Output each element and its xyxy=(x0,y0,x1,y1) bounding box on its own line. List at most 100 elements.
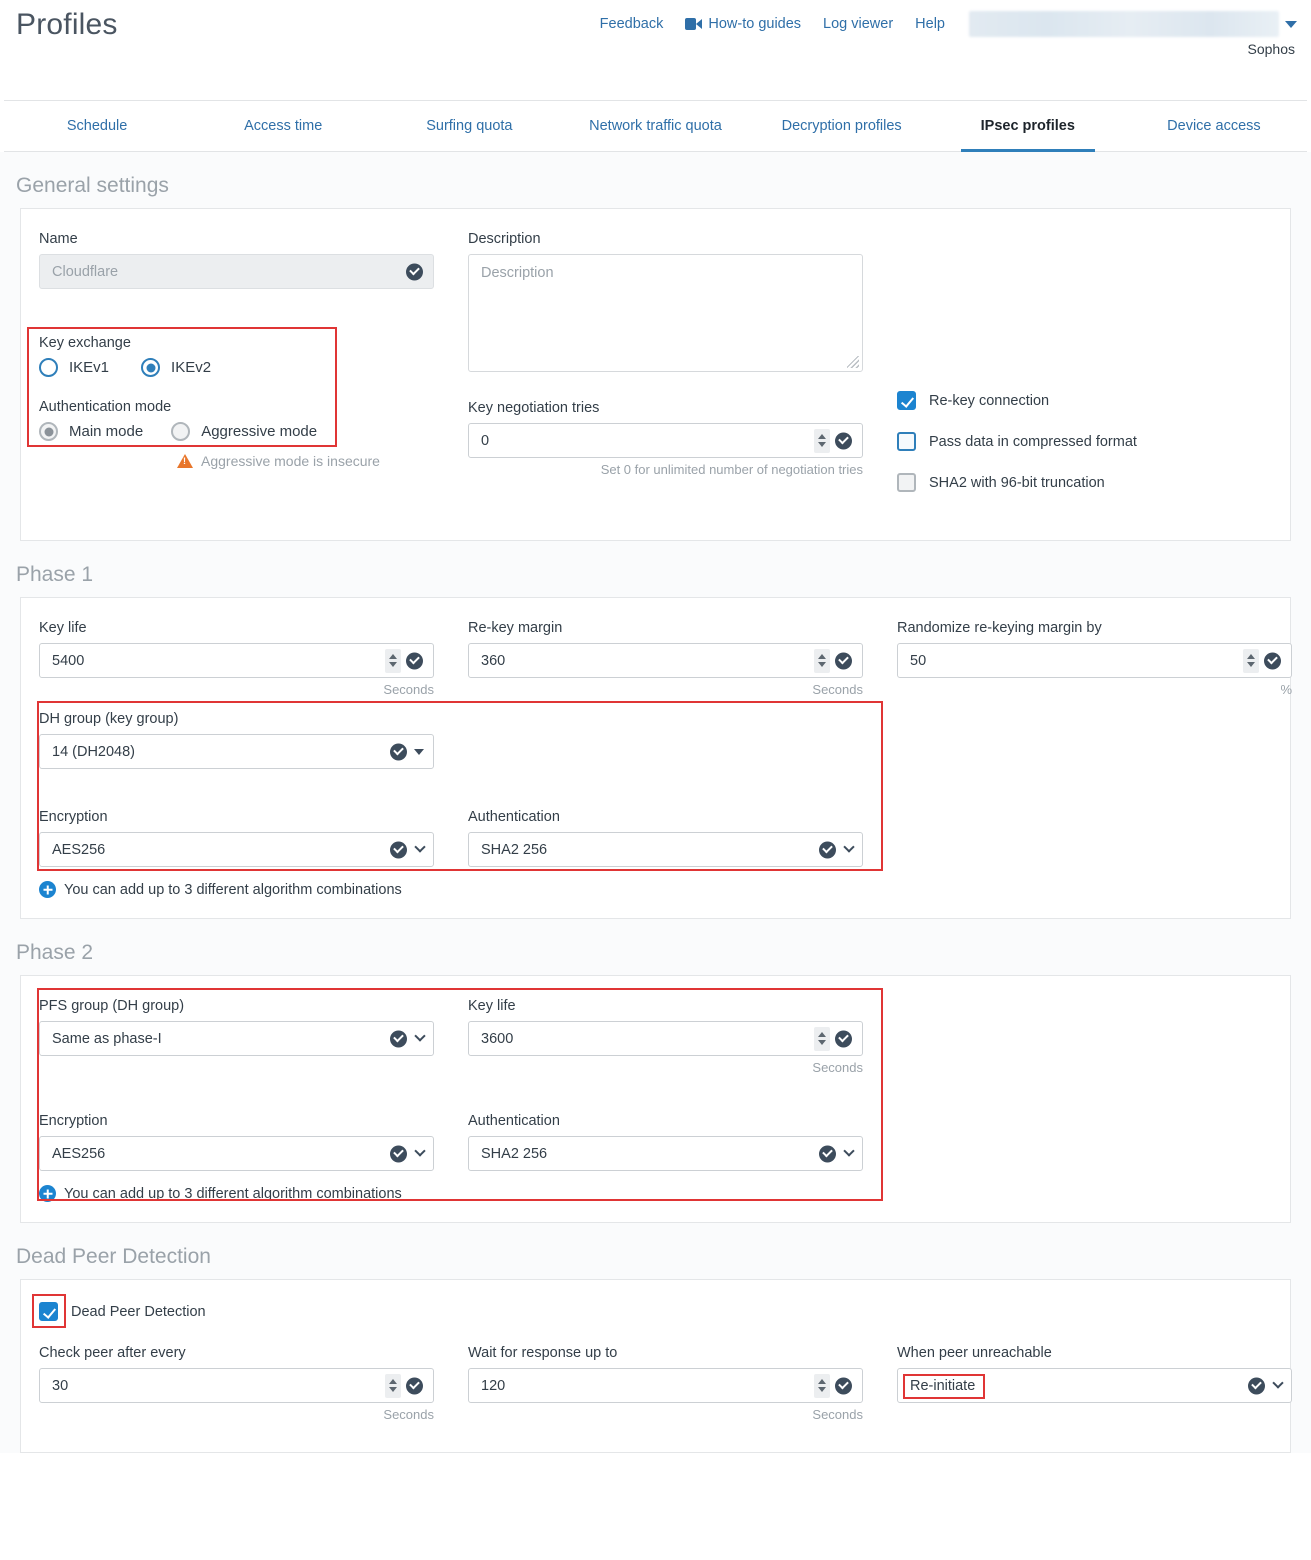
phase2-authentication-value: SHA2 256 xyxy=(481,1145,548,1162)
user-account-chip[interactable] xyxy=(969,11,1279,37)
plus-circle-icon xyxy=(39,881,56,898)
aggressive-mode-warning-text: Aggressive mode is insecure xyxy=(201,453,380,469)
key-negotiation-tries-input[interactable]: 0 xyxy=(468,423,863,458)
phase1-add-combination-text: You can add up to 3 different algorithm … xyxy=(64,881,402,898)
dpd-check-peer-input[interactable]: 30 xyxy=(39,1368,434,1403)
phase2-key-life-input[interactable]: 3600 xyxy=(468,1021,863,1056)
phase1-add-combination-link[interactable]: You can add up to 3 different algorithm … xyxy=(39,881,1272,898)
phase1-dh-group-label: DH group (key group) xyxy=(39,711,179,727)
description-label: Description xyxy=(468,231,541,247)
phase1-encryption-label: Encryption xyxy=(39,809,108,825)
chevron-down-icon[interactable] xyxy=(843,1144,855,1157)
checkbox-icon xyxy=(897,473,916,492)
phase2-add-combination-link[interactable]: You can add up to 3 different algorithm … xyxy=(39,1185,1272,1202)
number-stepper[interactable] xyxy=(814,1026,830,1051)
tab-ipsec-profiles[interactable]: IPsec profiles xyxy=(935,101,1121,152)
tab-device-access[interactable]: Device access xyxy=(1167,118,1261,134)
chevron-down-icon[interactable] xyxy=(414,1144,426,1157)
radio-ikev2[interactable]: IKEv2 xyxy=(141,358,211,377)
tab-network-traffic-quota[interactable]: Network traffic quota xyxy=(589,118,722,134)
warning-triangle-icon xyxy=(177,454,193,468)
help-link[interactable]: Help xyxy=(915,16,945,32)
number-stepper[interactable] xyxy=(814,428,830,453)
phase2-key-life-col: Key life 3600 Seconds xyxy=(468,998,897,1075)
phase2-authentication-select[interactable]: SHA2 256 xyxy=(468,1136,863,1171)
tab-decryption-profiles[interactable]: Decryption profiles xyxy=(781,118,902,134)
number-stepper[interactable] xyxy=(814,1373,830,1398)
general-col-1: Name Cloudflare Key exchange IKEv1 xyxy=(27,231,468,514)
phase2-encryption-col: Encryption AES256 xyxy=(39,1113,468,1171)
feedback-link[interactable]: Feedback xyxy=(599,16,664,32)
authentication-mode-label: Authentication mode xyxy=(39,399,172,415)
key-exchange-label: Key exchange xyxy=(39,335,131,351)
radio-aggressive-mode[interactable]: Aggressive mode xyxy=(171,422,317,441)
tab-access-time[interactable]: Access time xyxy=(244,118,323,134)
how-to-guides-link[interactable]: How-to guides xyxy=(685,16,801,32)
dpd-peer-unreachable-label: When peer unreachable xyxy=(897,1345,1052,1361)
dpd-peer-unreachable-select[interactable]: Re-initiate xyxy=(897,1368,1292,1403)
dpd-wait-response-input[interactable]: 120 xyxy=(468,1368,863,1403)
number-stepper[interactable] xyxy=(814,648,830,673)
phase1-randomize-value: 50 xyxy=(910,652,927,669)
key-negotiation-tries-label: Key negotiation tries xyxy=(468,400,600,416)
dead-peer-detection-section: Dead Peer Detection Dead Peer Detection … xyxy=(0,1223,1311,1453)
name-input[interactable]: Cloudflare xyxy=(39,254,434,289)
chevron-down-icon[interactable] xyxy=(414,1029,426,1042)
phase1-randomize-label: Randomize re-keying margin by xyxy=(897,620,1102,636)
dpd-check-peer-unit: Seconds xyxy=(383,1407,434,1422)
phase1-authentication-select[interactable]: SHA2 256 xyxy=(468,832,863,867)
general-settings-title: General settings xyxy=(0,152,1311,208)
check-valid-icon xyxy=(835,1030,852,1047)
phase1-dh-spacer-2 xyxy=(897,711,1311,769)
header-links: Feedback How-to guides Log viewer Help xyxy=(578,11,1297,37)
chevron-down-icon[interactable] xyxy=(1272,1376,1284,1389)
phase1-key-life-input[interactable]: 5400 xyxy=(39,643,434,678)
checkbox-icon xyxy=(39,1302,58,1321)
phase1-rekey-margin-col: Re-key margin 360 Seconds xyxy=(468,620,897,697)
radio-ikev1[interactable]: IKEv1 xyxy=(39,358,109,377)
tab-surfing-quota[interactable]: Surfing quota xyxy=(426,118,513,134)
checkbox-dead-peer-detection[interactable]: Dead Peer Detection xyxy=(32,1294,1272,1328)
chevron-down-icon[interactable] xyxy=(414,840,426,853)
log-viewer-link[interactable]: Log viewer xyxy=(823,16,894,32)
checkbox-rekey-connection[interactable]: Re-key connection xyxy=(897,391,1292,410)
tab-bar: Schedule Access time Surfing quota Netwo… xyxy=(4,100,1307,152)
number-stepper[interactable] xyxy=(385,1373,401,1398)
number-stepper[interactable] xyxy=(385,648,401,673)
aggressive-mode-warning: Aggressive mode is insecure xyxy=(39,453,434,469)
phase2-pfs-group-select[interactable]: Same as phase-I xyxy=(39,1021,434,1056)
dpd-peer-unreachable-col: When peer unreachable Re-initiate xyxy=(897,1345,1311,1422)
phase1-randomize-unit: % xyxy=(1280,682,1292,697)
phase2-panel: PFS group (DH group) Same as phase-I Key… xyxy=(20,975,1291,1223)
resize-handle-icon[interactable] xyxy=(847,356,859,368)
check-valid-icon xyxy=(390,1145,407,1162)
phase1-authentication-value: SHA2 256 xyxy=(481,841,548,858)
phase2-encryption-select[interactable]: AES256 xyxy=(39,1136,434,1171)
dead-peer-detection-panel: Dead Peer Detection Check peer after eve… xyxy=(20,1279,1292,1453)
chevron-down-icon[interactable] xyxy=(843,840,855,853)
radio-ikev1-label: IKEv1 xyxy=(69,359,110,376)
phase1-encryption-select[interactable]: AES256 xyxy=(39,832,434,867)
phase2-pfs-group-col: PFS group (DH group) Same as phase-I xyxy=(39,998,468,1075)
phase1-dh-group-select[interactable]: 14 (DH2048) xyxy=(39,734,434,769)
chevron-down-icon[interactable] xyxy=(1285,20,1297,28)
phase1-rekey-margin-input[interactable]: 360 xyxy=(468,643,863,678)
phase1-key-life-label: Key life xyxy=(39,620,87,636)
dpd-check-peer-col: Check peer after every 30 Seconds xyxy=(39,1345,468,1422)
caret-down-icon[interactable] xyxy=(414,748,424,755)
radio-main-mode-label: Main mode xyxy=(69,423,144,440)
tab-schedule[interactable]: Schedule xyxy=(66,118,128,134)
phase2-encryption-value: AES256 xyxy=(52,1145,106,1162)
checkbox-rekey-connection-label: Re-key connection xyxy=(929,392,1050,409)
checkbox-sha2-96bit-truncation[interactable]: SHA2 with 96-bit truncation xyxy=(897,473,1292,492)
description-textarea[interactable]: Description xyxy=(468,254,863,372)
check-valid-icon xyxy=(835,652,852,669)
checkbox-pass-data-compressed[interactable]: Pass data in compressed format xyxy=(897,432,1292,451)
phase1-randomize-input[interactable]: 50 xyxy=(897,643,1292,678)
number-stepper[interactable] xyxy=(1243,648,1259,673)
dpd-wait-response-col: Wait for response up to 120 Seconds xyxy=(468,1345,897,1422)
radio-main-mode[interactable]: Main mode xyxy=(39,422,143,441)
phase2-authentication-col: Authentication SHA2 256 xyxy=(468,1113,897,1171)
radio-aggressive-mode-label: Aggressive mode xyxy=(201,423,318,440)
phase2-encryption-label: Encryption xyxy=(39,1113,108,1129)
